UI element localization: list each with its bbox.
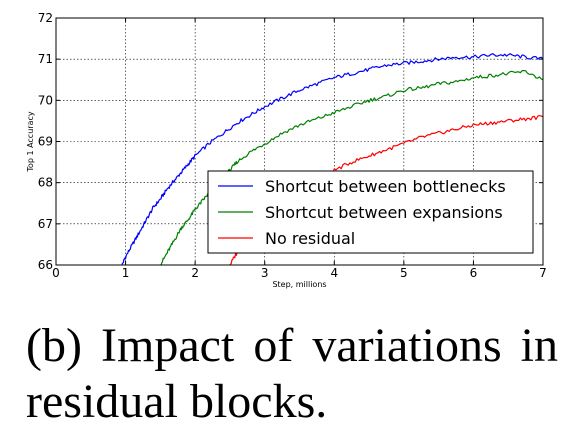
- x-tick-label: 6: [470, 266, 478, 280]
- y-tick-label: 71: [38, 52, 53, 66]
- y-tick-label: 68: [38, 176, 53, 190]
- series-line-expansions: [160, 69, 544, 266]
- x-tick-label: 1: [122, 266, 130, 280]
- y-tick-label: 72: [38, 11, 53, 25]
- series-line-bottlenecks: [121, 53, 544, 266]
- y-tick-label: 66: [38, 258, 53, 272]
- x-tick-label: 7: [539, 266, 547, 280]
- x-tick-label: 3: [261, 266, 269, 280]
- y-tick-label: 70: [38, 93, 53, 107]
- legend-label-no-residual: No residual: [265, 229, 355, 248]
- figure-caption: (b) Impact of variations in residual blo…: [26, 319, 558, 428]
- y-tick-label: 67: [38, 217, 53, 231]
- y-axis-label: Top 1 Accuracy: [26, 111, 35, 172]
- legend-box: [207, 170, 534, 254]
- legend-label-bottlenecks: Shortcut between bottlenecks: [265, 177, 506, 196]
- x-tick-label: 0: [52, 266, 60, 280]
- legend-label-expansions: Shortcut between expansions: [265, 203, 503, 222]
- x-tick-label: 5: [400, 266, 408, 280]
- y-tick-label: 69: [38, 135, 53, 149]
- x-axis-label: Step, millions: [272, 280, 326, 289]
- labels-layer: Step, millions Top 1 Accuracy: [26, 111, 327, 289]
- legend: Shortcut between bottlenecks Shortcut be…: [207, 170, 534, 254]
- x-tick-label: 4: [330, 266, 338, 280]
- chart-figure: 0 1 2 3 4 5 6 7 66 67 68 69 70 71 72 Step, millions To…: [26, 11, 547, 289]
- grid-layer: [56, 18, 543, 265]
- x-tick-label: 2: [191, 266, 199, 280]
